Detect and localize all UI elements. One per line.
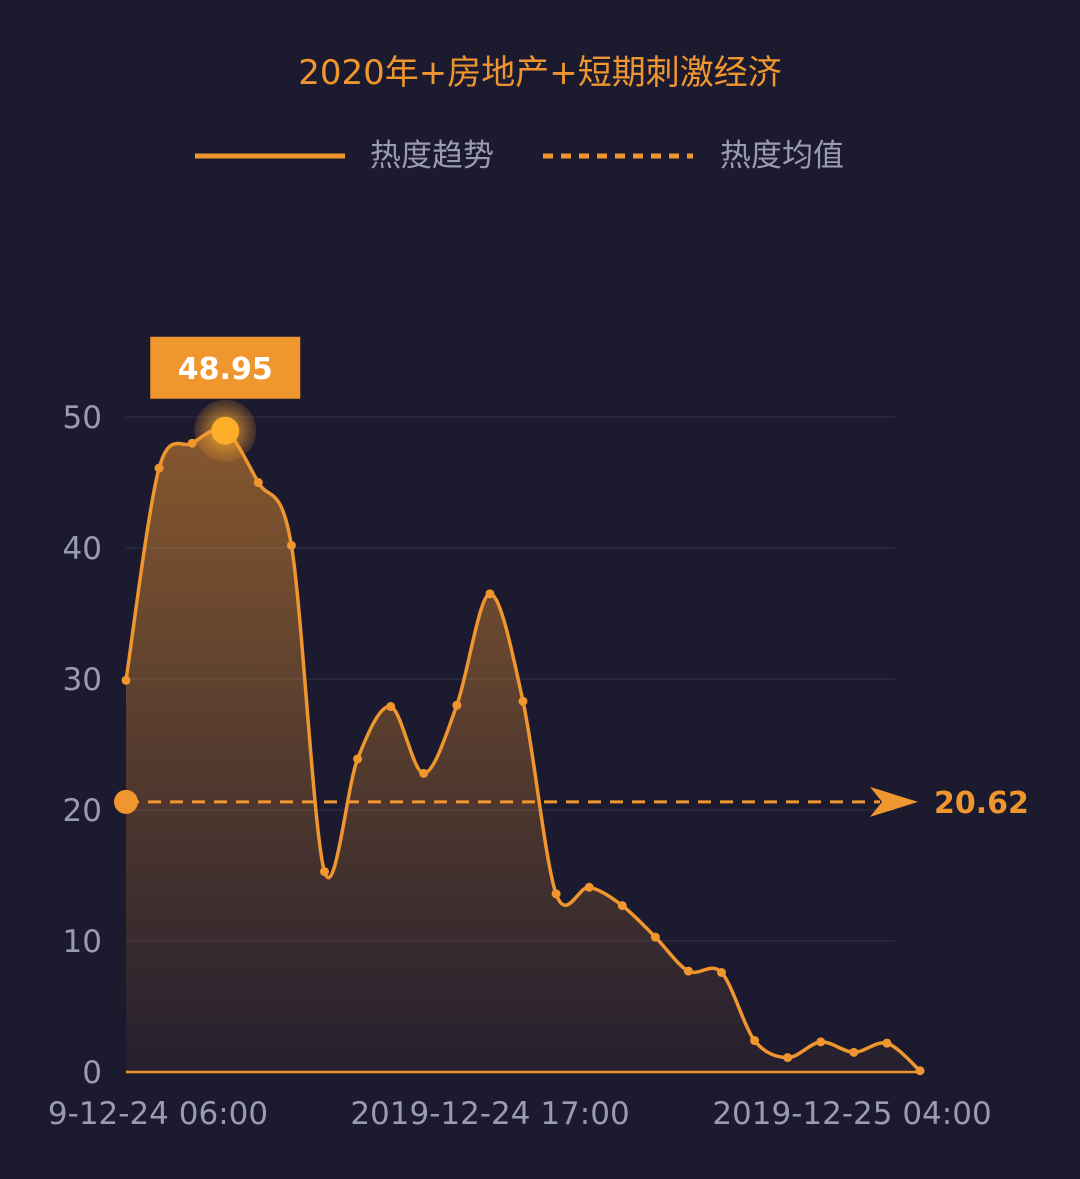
data-point xyxy=(816,1037,826,1047)
data-points xyxy=(121,438,925,1076)
trend-area xyxy=(126,429,920,1072)
data-point xyxy=(584,882,594,892)
data-point xyxy=(783,1053,793,1063)
y-tick-label: 50 xyxy=(63,400,102,436)
data-point xyxy=(882,1038,892,1048)
y-axis-ticks: 0 10 20 30 40 50 xyxy=(63,400,102,1091)
peak-value-label: 48.95 xyxy=(178,352,273,387)
data-point xyxy=(717,967,726,977)
y-tick-label: 0 xyxy=(82,1055,102,1091)
data-point xyxy=(617,901,627,911)
x-tick-label: 9-12-24 06:00 xyxy=(48,1096,268,1132)
data-point xyxy=(518,696,528,706)
data-point xyxy=(485,589,495,599)
data-point xyxy=(253,478,263,487)
y-tick-label: 30 xyxy=(63,662,102,698)
y-tick-label: 10 xyxy=(63,924,102,960)
average-arrow-icon xyxy=(870,786,918,817)
data-point xyxy=(452,700,462,710)
y-tick-label: 20 xyxy=(63,793,102,829)
peak-dot xyxy=(211,416,240,445)
data-point xyxy=(650,932,660,942)
x-tick-label: 2019-12-24 17:00 xyxy=(350,1096,629,1132)
legend: 热度趋势 热度均值 xyxy=(195,138,844,174)
x-axis-ticks: 9-12-24 06:00 2019-12-24 17:00 2019-12-25 … xyxy=(48,1096,992,1132)
data-point xyxy=(386,702,396,712)
data-point xyxy=(683,966,693,976)
data-point xyxy=(154,463,164,473)
data-point xyxy=(551,889,561,899)
data-point xyxy=(419,768,429,778)
peak-marker: 48.95 xyxy=(150,336,301,462)
peak-label-box xyxy=(150,336,301,399)
average-value-label: 20.62 xyxy=(934,786,1029,821)
y-tick-label: 40 xyxy=(63,531,102,567)
data-point xyxy=(849,1047,859,1057)
data-point xyxy=(286,540,296,550)
x-tick-label: 2019-12-25 04:00 xyxy=(712,1096,991,1132)
data-point xyxy=(320,867,329,877)
data-point xyxy=(353,754,363,764)
data-point xyxy=(187,438,197,448)
average-start-dot xyxy=(114,789,138,814)
data-point xyxy=(915,1066,925,1076)
average-marker: 20.62 xyxy=(114,786,1029,821)
legend-label-trend: 热度趋势 xyxy=(370,138,494,174)
chart-title: 2020年+房地产+短期刺激经济 xyxy=(298,53,782,93)
data-point xyxy=(121,675,131,685)
data-point xyxy=(750,1036,760,1046)
legend-label-average: 热度均值 xyxy=(720,138,844,174)
